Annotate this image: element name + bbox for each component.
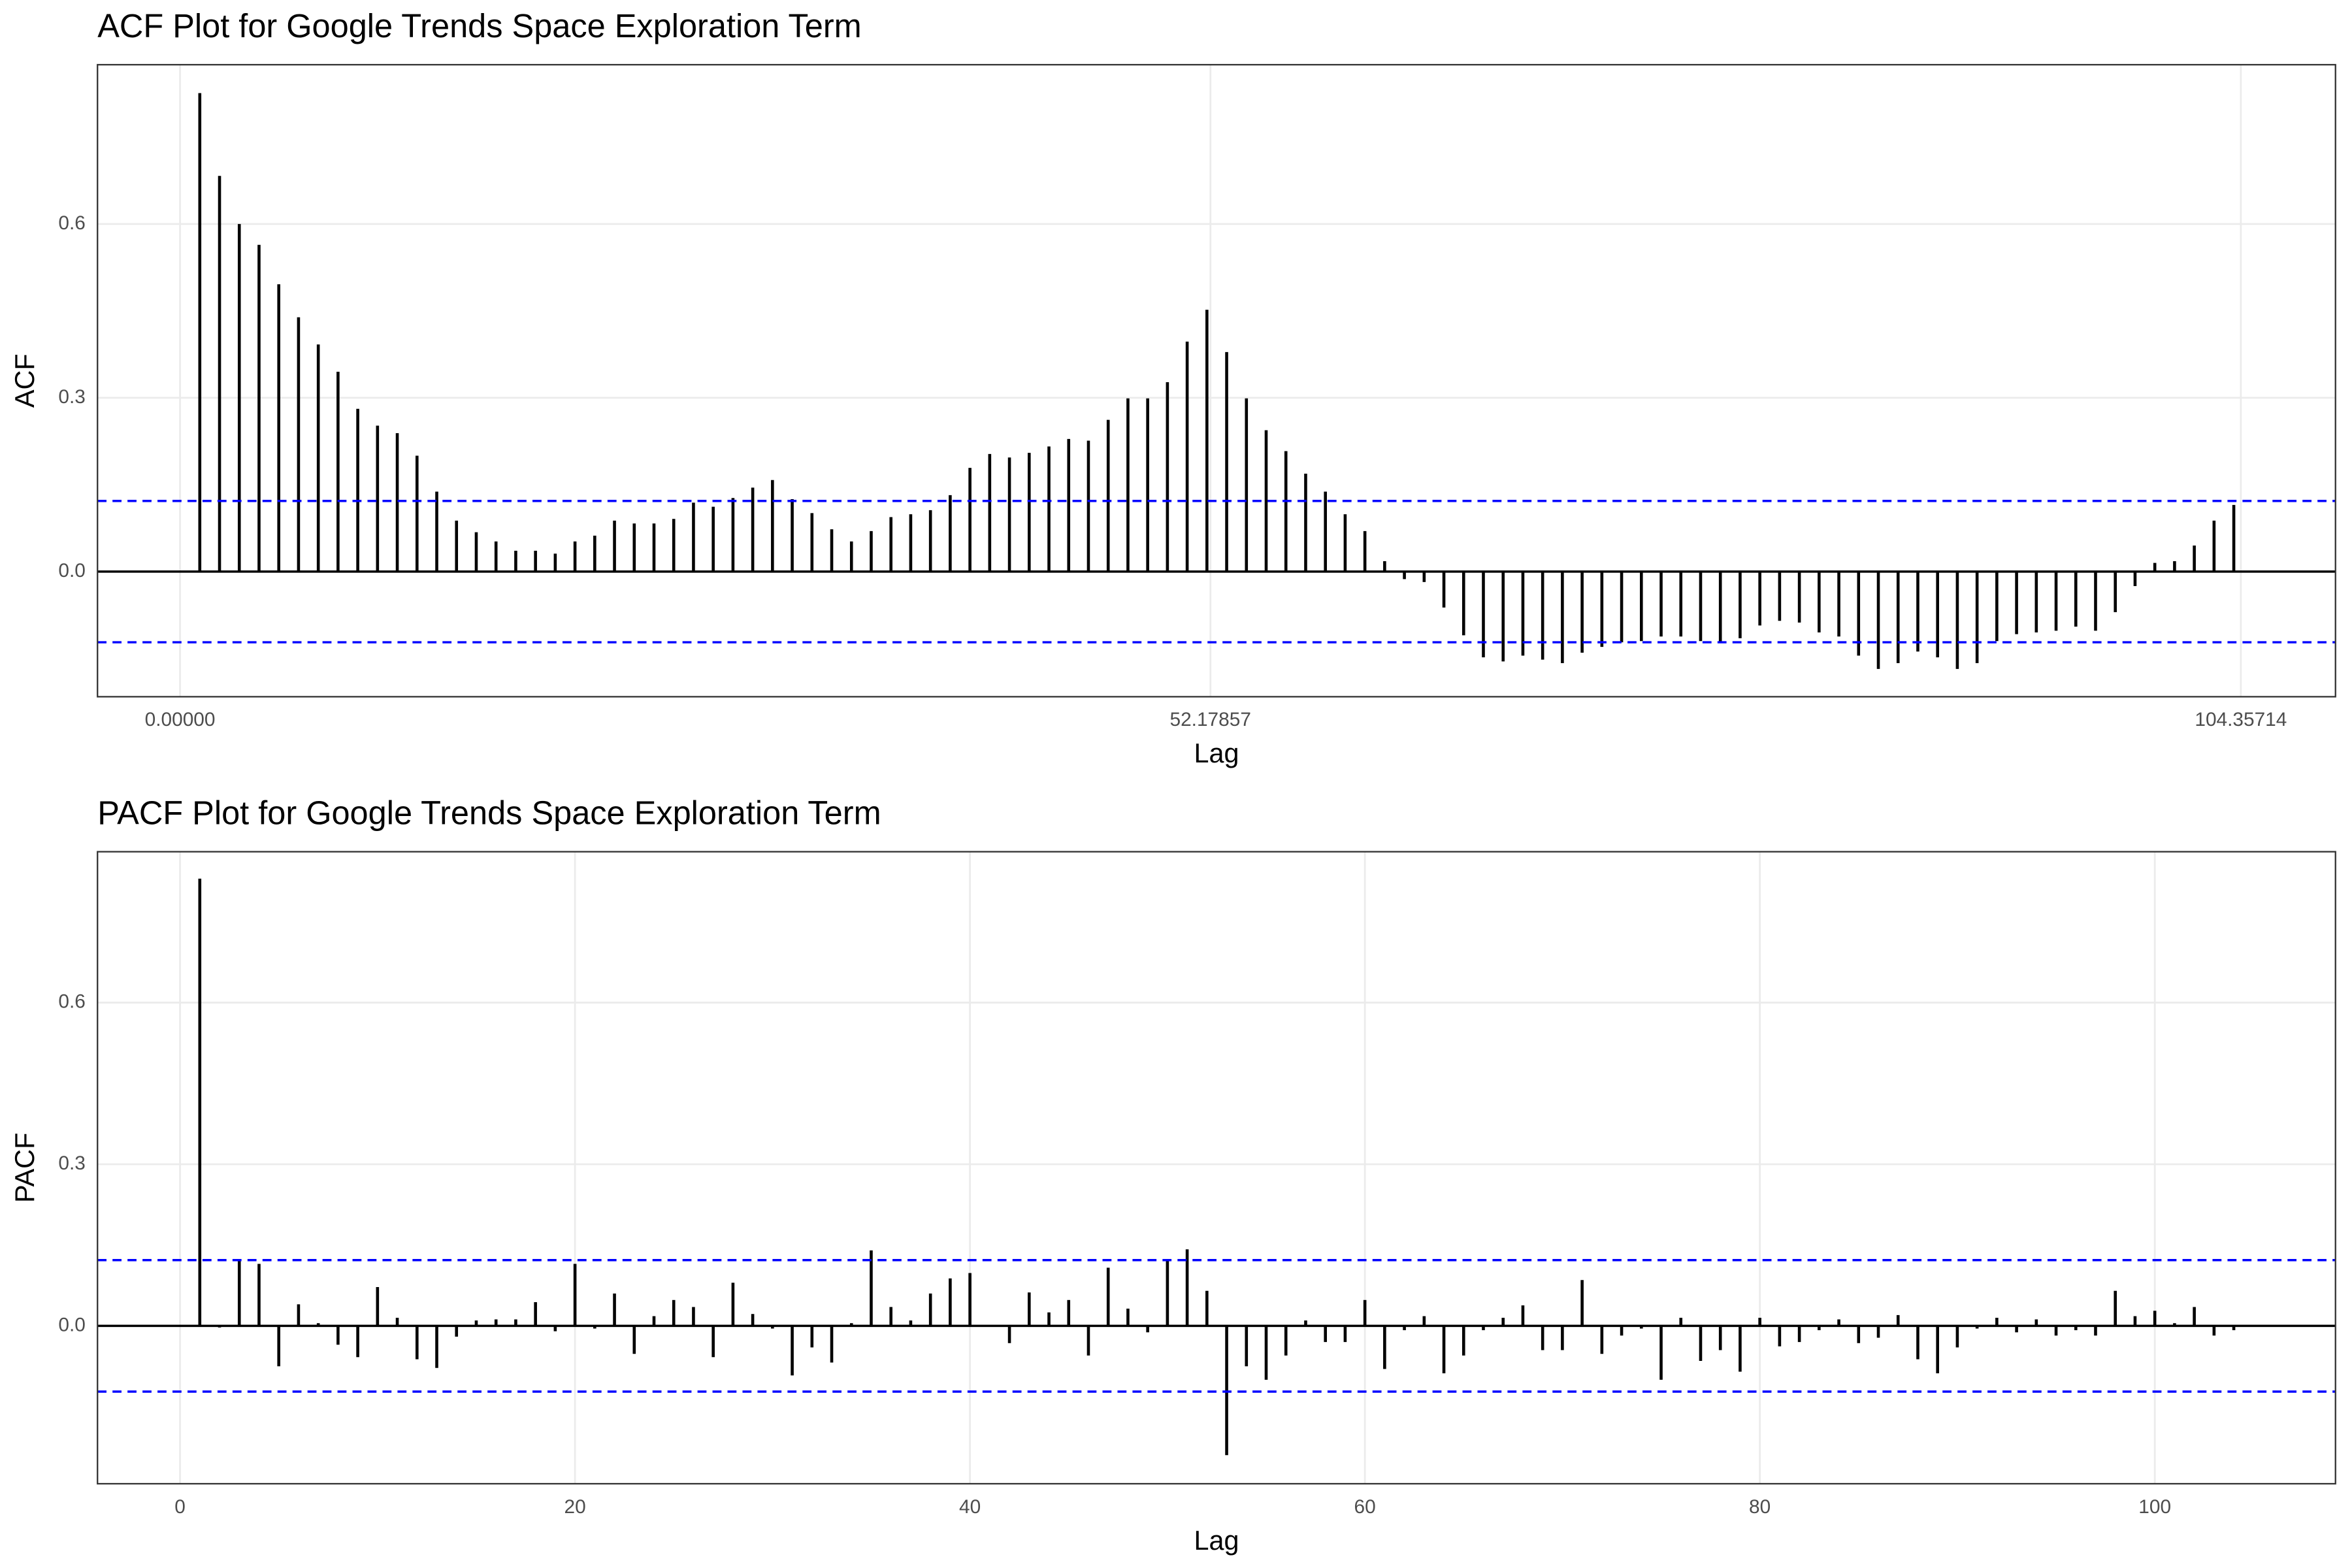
x-tick-label: 0 [174, 1496, 186, 1518]
panel-border [97, 63, 2336, 698]
x-tick-label: 52.17857 [1170, 709, 1251, 730]
y-axis-label: PACF [10, 1133, 40, 1203]
x-tick-label: 20 [564, 1496, 586, 1518]
x-tick-label: 60 [1354, 1496, 1376, 1518]
x-tick-label: 100 [2138, 1496, 2171, 1518]
x-tick-label: 80 [1749, 1496, 1771, 1518]
y-tick-label: 0.6 [58, 990, 85, 1012]
chart-title: PACF Plot for Google Trends Space Explor… [97, 794, 881, 832]
panel-border [97, 851, 2336, 1485]
x-tick-label: 104.35714 [2195, 709, 2287, 730]
y-tick-label: 0.3 [58, 1152, 85, 1174]
y-tick-label: 0.0 [58, 560, 85, 581]
x-axis-label: Lag [1194, 738, 1239, 768]
x-axis-label: Lag [1194, 1526, 1239, 1556]
y-tick-label: 0.0 [58, 1314, 85, 1335]
chart-title: ACF Plot for Google Trends Space Explora… [97, 7, 861, 44]
y-axis-label: ACF [10, 353, 40, 408]
y-tick-label: 0.6 [58, 212, 85, 234]
x-tick-label: 0.00000 [145, 709, 216, 730]
y-tick-label: 0.3 [58, 386, 85, 408]
x-tick-label: 40 [959, 1496, 981, 1518]
